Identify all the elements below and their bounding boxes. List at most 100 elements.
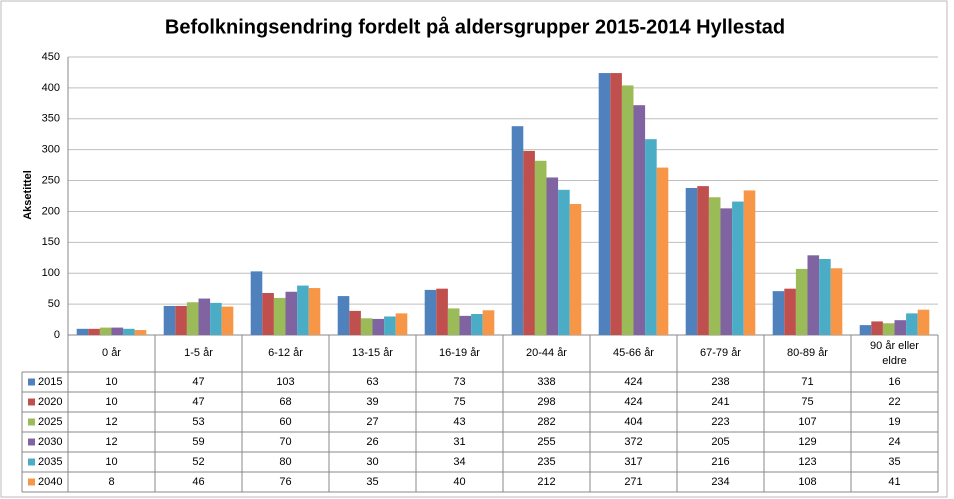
table-value: 10 [105,396,117,408]
category-text: 1-5 år [184,347,213,359]
bar [337,296,350,335]
table-value: 39 [366,396,378,408]
table-value: 41 [888,476,900,488]
bar [830,268,843,335]
x-tick-label: 90 år eller eldre [851,335,938,372]
bar [819,259,831,335]
table-value: 205 [711,436,729,448]
bar [598,73,611,335]
legend-swatch [28,418,35,426]
bar [436,288,448,335]
table-value: 298 [537,396,555,408]
table-value: 255 [537,436,555,448]
bar [732,201,744,335]
x-tick-label: 13-15 år [329,335,416,372]
bar [621,85,634,335]
x-tick-label: 1-5 år [155,335,242,372]
bar [685,187,698,335]
category-text: 45-66 år [613,347,654,359]
bar [558,189,570,335]
bar [163,305,176,335]
y-tick-label: 450 [42,51,60,63]
table-value: 26 [366,436,378,448]
category-text: 13-15 år [352,347,393,359]
bar [99,327,112,335]
y-tick-label: 50 [48,298,60,310]
bar [743,190,756,335]
y-tick-label: 400 [42,82,60,94]
table-value: 12 [105,436,117,448]
bar [360,318,373,335]
bar [633,105,646,335]
bar [285,291,298,335]
table-value: 70 [279,436,291,448]
bar [906,313,918,335]
bar [720,208,733,335]
table-value: 235 [537,456,555,468]
bar [795,268,808,335]
bar [917,309,930,335]
legend-swatch [28,438,35,446]
category-text: 0 år [102,347,121,359]
legend-swatch [28,478,35,486]
bar [610,73,622,335]
bar [395,313,408,335]
table-value: 43 [453,416,465,428]
bar [894,320,907,335]
chart-title: Befolkningsendring fordelt på aldersgrup… [165,15,785,38]
bar [882,323,895,335]
bar [424,289,437,335]
bar [784,288,796,335]
bar [198,298,211,335]
y-tick-label: 350 [42,113,60,125]
bar [175,305,187,335]
legend-label: 2035 [38,456,62,468]
bar [297,285,309,335]
table-value: 424 [624,376,642,388]
table-value: 47 [192,376,204,388]
table-value: 27 [366,416,378,428]
bar [123,328,135,335]
table-value: 16 [888,376,900,388]
table-value: 40 [453,476,465,488]
bar [372,318,385,335]
bar [76,328,89,335]
table-value: 71 [801,376,813,388]
bar [569,204,582,335]
legend-label: 2025 [38,416,62,428]
legend-swatch [28,378,35,386]
table-value: 10 [105,376,117,388]
bar [656,167,669,335]
table-value: 60 [279,416,291,428]
bar [482,310,495,335]
bar [88,328,100,335]
table-value: 8 [108,476,114,488]
table-value: 80 [279,456,291,468]
table-value: 24 [888,436,900,448]
bar [250,271,263,335]
legend-swatch [28,458,35,466]
x-tick-label: 6-12 år [242,335,329,372]
x-tick-label: 16-19 år [416,335,503,372]
table-value: 68 [279,396,291,408]
table-value: 103 [276,376,294,388]
bar [447,308,460,335]
bar [471,313,483,335]
category-text: 20-44 år [526,347,567,359]
legend-label: 2030 [38,436,62,448]
table-value: 30 [366,456,378,468]
x-tick-label: 20-44 år [503,335,590,372]
table-value: 212 [537,476,555,488]
bar [859,325,872,335]
bar [221,306,234,335]
table-value: 75 [453,396,465,408]
table-value: 34 [453,456,465,468]
x-tick-label: 80-89 år [764,335,851,372]
bar [349,310,361,335]
x-tick-label: 0 år [68,335,155,372]
table-value: 317 [624,456,642,468]
bar [111,327,124,335]
table-value: 216 [711,456,729,468]
